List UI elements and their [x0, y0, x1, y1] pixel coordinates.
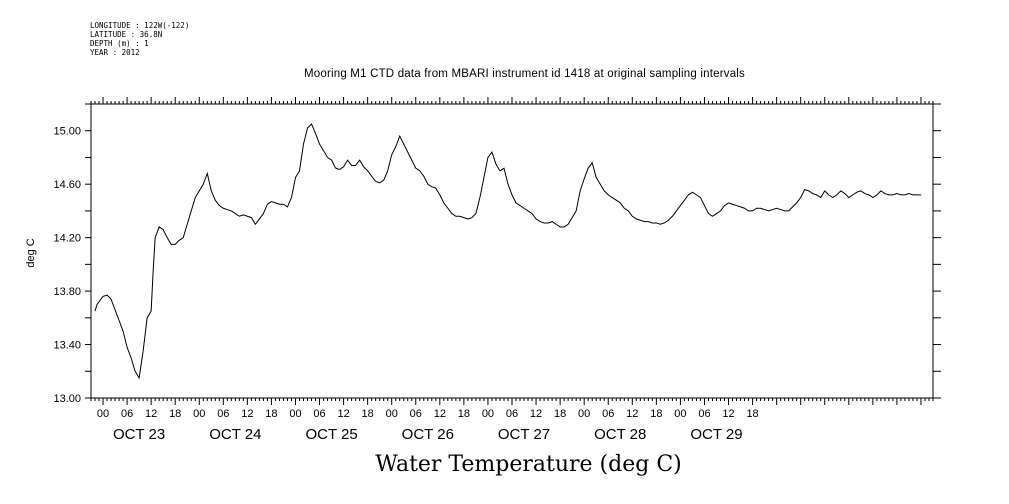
header-depth: DEPTH (m) : 1 — [90, 39, 149, 48]
x-tick-labels: 00 06 12 18 00 06 12 18 00 06 12 18 00 06 12 18 00 06 12 18… — [97, 408, 759, 420]
x-tick-label: 00 — [289, 408, 301, 420]
bottom-variable-label: Water Temperature (deg C) — [375, 452, 682, 477]
x-tick-label: 18 — [169, 408, 181, 420]
y-tick-label: 13.00 — [53, 393, 81, 405]
day-label: OCT 24 — [209, 426, 261, 443]
tick-marks — [85, 97, 941, 405]
x-tick-label: 12 — [530, 408, 542, 420]
day-label: OCT 27 — [498, 426, 550, 443]
chart-title: Mooring M1 CTD data from MBARI instrumen… — [303, 68, 746, 80]
y-tick-labels: 13.00 13.40 13.80 14.20 14.60 15.00 — [53, 126, 81, 405]
header-longitude: LONGITUDE : 122W(-122) — [90, 21, 190, 30]
x-tick-label: 06 — [217, 408, 229, 420]
x-tick-label: 18 — [458, 408, 470, 420]
y-tick-label: 13.40 — [53, 340, 81, 352]
x-tick-label: 12 — [241, 408, 253, 420]
y-tick-label: 14.60 — [53, 179, 81, 191]
y-tick-label: 13.80 — [53, 286, 81, 298]
x-tick-label: 18 — [362, 408, 374, 420]
x-tick-label: 06 — [313, 408, 325, 420]
x-tick-label: 06 — [121, 408, 133, 420]
x-tick-label: 06 — [506, 408, 518, 420]
day-label: OCT 25 — [305, 426, 357, 443]
day-labels: OCT 23 OCT 24 OCT 25 OCT 26 OCT 27 OCT 28 OCT … — [113, 426, 743, 443]
x-tick-label: 06 — [698, 408, 710, 420]
day-label: OCT 26 — [402, 426, 454, 443]
x-tick-label: 00 — [97, 408, 109, 420]
x-tick-label: 00 — [578, 408, 590, 420]
header-year: YEAR : 2012 — [90, 48, 140, 57]
day-label: OCT 23 — [113, 426, 165, 443]
x-tick-label: 18 — [554, 408, 566, 420]
x-tick-label: 12 — [434, 408, 446, 420]
series-line-water-temperature — [94, 123, 921, 380]
day-label: OCT 29 — [690, 426, 742, 443]
y-tick-label: 15.00 — [53, 126, 81, 138]
x-tick-label: 12 — [626, 408, 638, 420]
x-tick-label: 12 — [337, 408, 349, 420]
x-tick-label: 06 — [410, 408, 422, 420]
y-tick-label: 14.20 — [53, 233, 81, 245]
x-tick-label: 18 — [650, 408, 662, 420]
x-tick-label: 00 — [674, 408, 686, 420]
header-latitude: LATITUDE : 36.8N — [90, 30, 163, 39]
x-tick-label: 00 — [482, 408, 494, 420]
day-label: OCT 28 — [594, 426, 646, 443]
x-tick-label: 18 — [746, 408, 758, 420]
x-tick-label: 12 — [145, 408, 157, 420]
plot-frame — [90, 103, 934, 399]
x-tick-label: 00 — [193, 408, 205, 420]
x-tick-label: 18 — [265, 408, 277, 420]
x-tick-label: 12 — [722, 408, 734, 420]
y-axis-label: deg C — [25, 238, 37, 267]
x-tick-label: 06 — [602, 408, 614, 420]
x-tick-label: 00 — [386, 408, 398, 420]
